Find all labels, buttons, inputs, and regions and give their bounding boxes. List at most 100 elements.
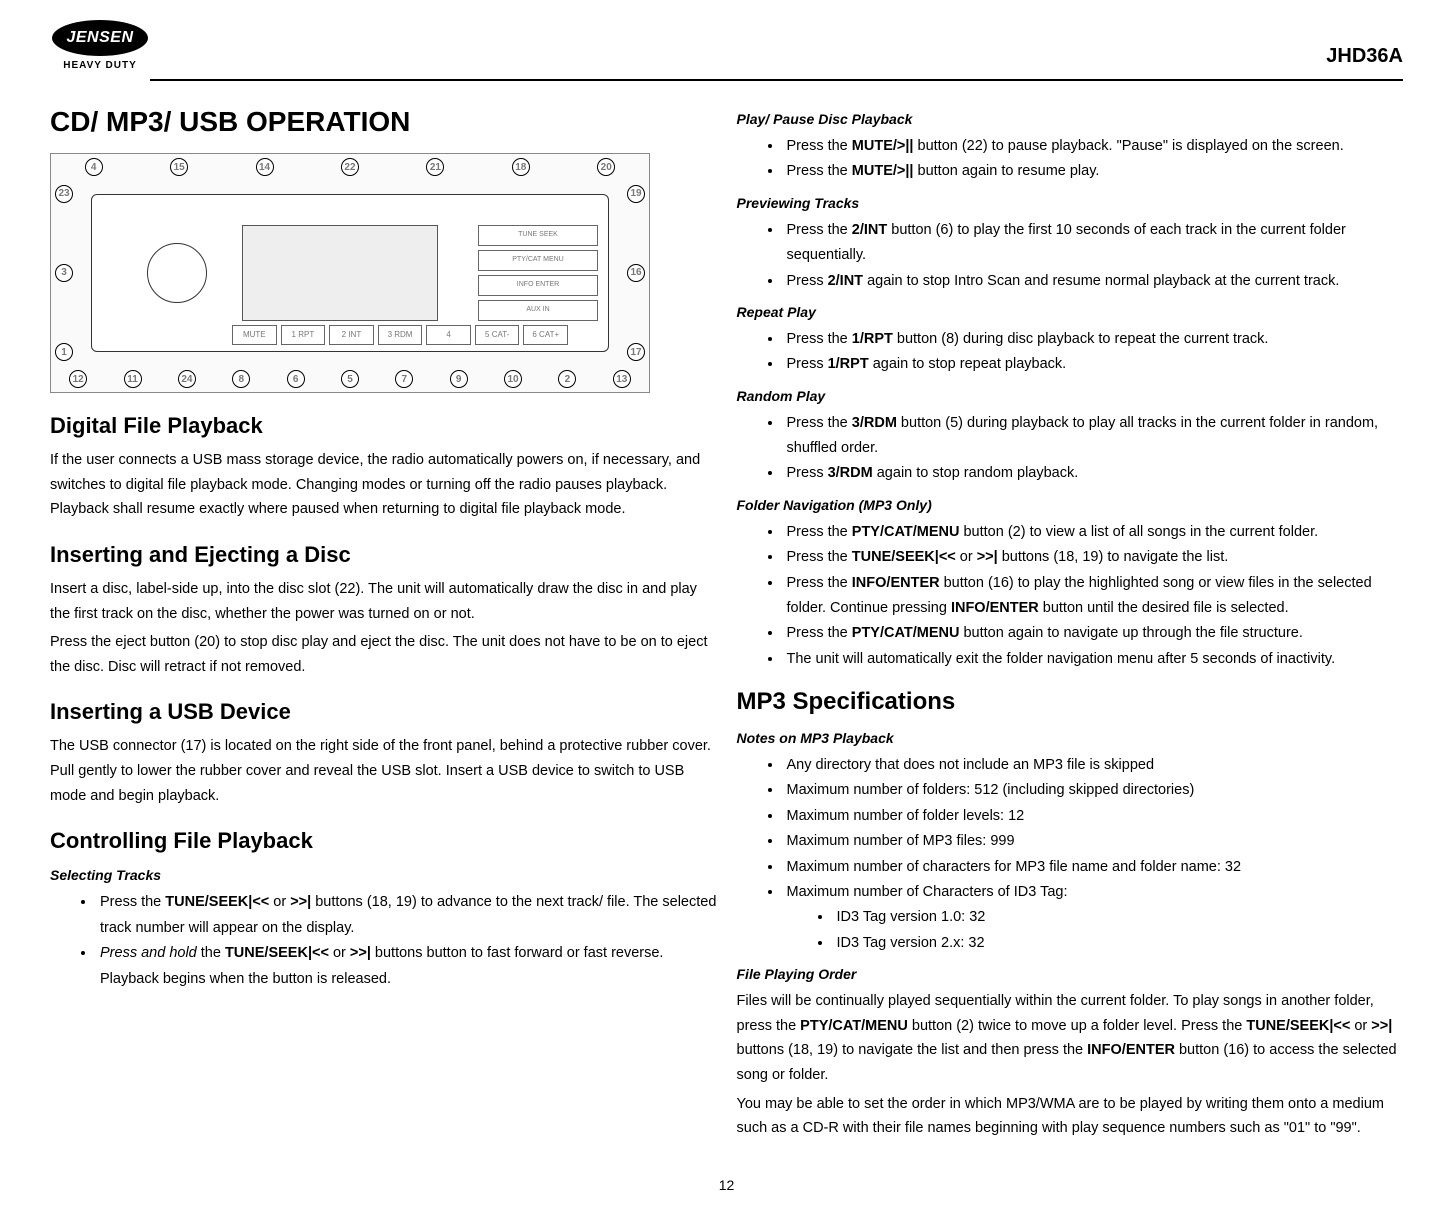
bold: MUTE/>|| [852, 138, 914, 154]
list-item: ID3 Tag version 2.x: 32 [833, 931, 1404, 956]
callout: 21 [426, 158, 444, 176]
callout: 12 [69, 370, 87, 388]
bold: TUNE/SEEK|<< [852, 549, 956, 565]
device-btn: 4 [426, 325, 471, 345]
callout: 8 [232, 370, 250, 388]
bold: TUNE/SEEK|<< [1246, 1018, 1350, 1034]
bold: INFO/ENTER [1087, 1042, 1175, 1058]
callouts-bottom: 12 11 24 8 6 5 7 9 10 2 13 [51, 370, 649, 388]
side-btn: TUNE SEEK [478, 225, 598, 246]
bullet-list: Press the PTY/CAT/MENU button (2) to vie… [737, 520, 1404, 672]
text: Press [787, 356, 828, 372]
list-item: Press 2/INT again to stop Intro Scan and… [783, 269, 1404, 294]
text: Press the [787, 524, 852, 540]
side-btn: AUX IN [478, 300, 598, 321]
logo-text: JENSEN [66, 26, 133, 50]
list-item: Press 3/RDM again to stop random playbac… [783, 461, 1404, 486]
sub-heading: Notes on MP3 Playback [737, 728, 1404, 749]
device-body: TUNE SEEK PTY/CAT MENU INFO ENTER AUX IN… [91, 194, 609, 352]
device-btn: 6 CAT+ [523, 325, 568, 345]
logo-subtitle: HEAVY DUTY [50, 58, 150, 73]
italic: Press and hold [100, 945, 197, 961]
text: button (2) twice to move up a folder lev… [908, 1018, 1247, 1034]
list-item: Press the MUTE/>|| button again to resum… [783, 159, 1404, 184]
text: Press the [787, 415, 852, 431]
bold: 2/INT [828, 273, 863, 289]
text: Press the [787, 549, 852, 565]
text: button (22) to pause playback. "Pause" i… [913, 138, 1343, 154]
callout: 22 [341, 158, 359, 176]
bold: PTY/CAT/MENU [852, 524, 960, 540]
callouts-right: 19 16 17 [627, 154, 645, 392]
list-item: ID3 Tag version 1.0: 32 [833, 905, 1404, 930]
callout: 4 [85, 158, 103, 176]
header-rule [150, 79, 1403, 81]
body-text: The USB connector (17) is located on the… [50, 734, 717, 808]
callouts-left: 23 3 1 [55, 154, 73, 392]
device-btn: MUTE [232, 325, 277, 345]
callout: 14 [256, 158, 274, 176]
callout: 23 [55, 185, 73, 203]
callout: 20 [597, 158, 615, 176]
list-item: The unit will automatically exit the fol… [783, 647, 1404, 672]
callout: 18 [512, 158, 530, 176]
list-item: Press the TUNE/SEEK|<< or >>| buttons (1… [96, 890, 717, 941]
list-item: Press the TUNE/SEEK|<< or >>| buttons (1… [783, 545, 1404, 570]
bold: INFO/ENTER [852, 575, 940, 591]
bold: TUNE/SEEK|<< [225, 945, 329, 961]
bold: >>| [977, 549, 998, 565]
text: Maximum number of Characters of ID3 Tag: [787, 884, 1068, 900]
device-button-row: MUTE 1 RPT 2 INT 3 RDM 4 5 CAT- 6 CAT+ [232, 325, 568, 345]
text: or [329, 945, 350, 961]
callout: 9 [450, 370, 468, 388]
bold: 2/INT [852, 222, 887, 238]
callout: 10 [504, 370, 522, 388]
body-text: You may be able to set the order in whic… [737, 1092, 1404, 1141]
text: Press the [787, 138, 852, 154]
bullet-list: Press the 2/INT button (6) to play the f… [737, 218, 1404, 294]
bold: MUTE/>|| [852, 163, 914, 179]
bullet-list: Any directory that does not include an M… [737, 753, 1404, 956]
side-btn: PTY/CAT MENU [478, 250, 598, 271]
text: button again to navigate up through the … [959, 625, 1302, 641]
list-item: Maximum number of Characters of ID3 Tag:… [783, 880, 1404, 956]
body-text: Insert a disc, label-side up, into the d… [50, 577, 717, 626]
list-item: Maximum number of MP3 files: 999 [783, 829, 1404, 854]
bold: 3/RDM [828, 465, 873, 481]
body-text: Files will be continually played sequent… [737, 989, 1404, 1088]
text: again to stop repeat playback. [869, 356, 1067, 372]
list-item: Press the 3/RDM button (5) during playba… [783, 411, 1404, 462]
text: again to stop Intro Scan and resume norm… [863, 273, 1339, 289]
section-heading: Digital File Playback [50, 409, 717, 442]
bullet-list: Press the TUNE/SEEK|<< or >>| buttons (1… [50, 890, 717, 992]
list-item: Press the PTY/CAT/MENU button (2) to vie… [783, 520, 1404, 545]
device-screen [242, 225, 438, 321]
text: button until the desired file is selecte… [1039, 600, 1289, 616]
text: Press the [787, 222, 852, 238]
device-btn: 3 RDM [378, 325, 423, 345]
text: Press [787, 273, 828, 289]
bullet-list: Press the 3/RDM button (5) during playba… [737, 411, 1404, 487]
bold: TUNE/SEEK|<< [165, 894, 269, 910]
bold: PTY/CAT/MENU [852, 625, 960, 641]
callout: 13 [613, 370, 631, 388]
callout: 6 [287, 370, 305, 388]
callout: 19 [627, 185, 645, 203]
text: or [1350, 1018, 1371, 1034]
text: again to stop random playback. [873, 465, 1079, 481]
callouts-top: 4 15 14 22 21 18 20 [51, 158, 649, 176]
text: Press the [787, 331, 852, 347]
logo-block: JENSEN HEAVY DUTY [50, 20, 150, 73]
callout: 17 [627, 343, 645, 361]
text: button (2) to view a list of all songs i… [959, 524, 1318, 540]
page-header: JENSEN HEAVY DUTY JHD36A [50, 20, 1403, 73]
list-item: Press the MUTE/>|| button (22) to pause … [783, 134, 1404, 159]
device-btn: 5 CAT- [475, 325, 520, 345]
text: or [269, 894, 290, 910]
list-item: Maximum number of folder levels: 12 [783, 804, 1404, 829]
bullet-list: Press the 1/RPT button (8) during disc p… [737, 327, 1404, 378]
device-side-buttons: TUNE SEEK PTY/CAT MENU INFO ENTER AUX IN [478, 225, 598, 321]
logo-oval: JENSEN [52, 20, 148, 56]
callout: 16 [627, 264, 645, 282]
callout: 11 [124, 370, 142, 388]
